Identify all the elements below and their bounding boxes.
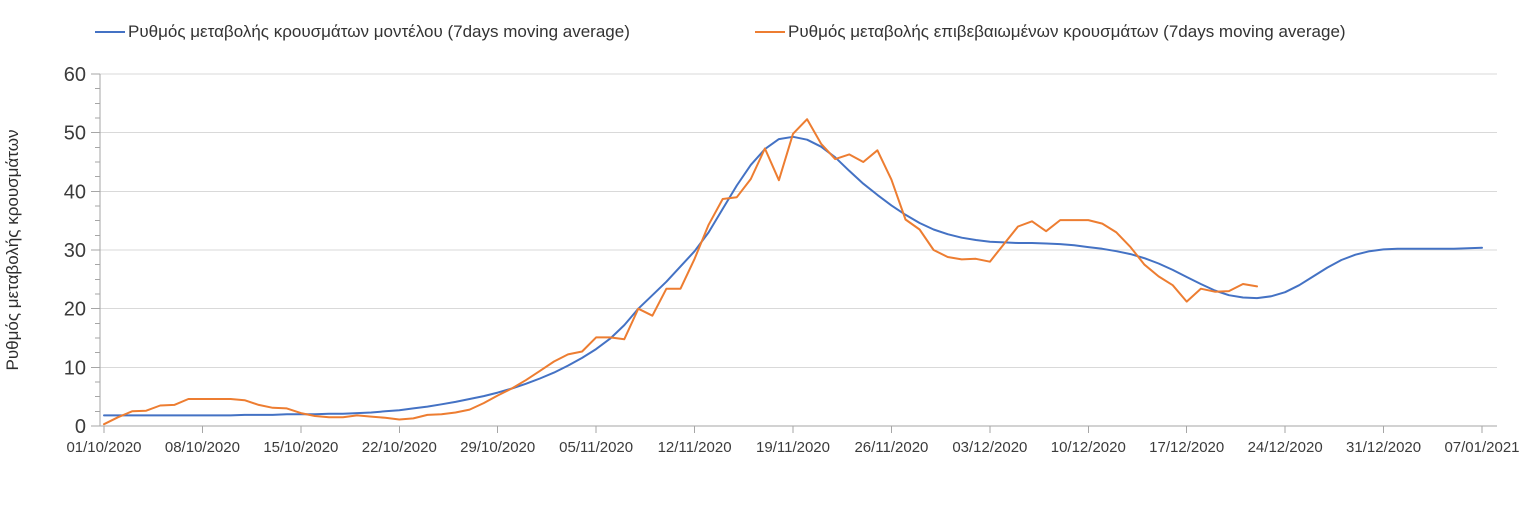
x-tick-label: 12/11/2020 — [658, 439, 732, 456]
x-tick-label: 08/10/2020 — [165, 439, 240, 456]
legend-line-swatch-confirmed — [755, 31, 785, 33]
x-tick-label: 26/11/2020 — [854, 439, 928, 456]
legend-label-confirmed: Ρυθμός μεταβολής επιβεβαιωμένων κρουσμάτ… — [788, 22, 1346, 41]
x-tick-label: 22/10/2020 — [362, 439, 437, 456]
x-tick-label: 29/10/2020 — [460, 439, 535, 456]
x-tick-label: 07/01/2021 — [1444, 439, 1519, 456]
x-tick-label: 10/12/2020 — [1051, 439, 1126, 456]
x-tick-label: 15/10/2020 — [263, 439, 338, 456]
legend-label-model: Ρυθμός μεταβολής κρουσμάτων μοντέλου (7d… — [128, 22, 630, 41]
y-tick-label: 10 — [64, 357, 86, 379]
series-line-model — [103, 135, 1483, 417]
y-tick-label: 60 — [64, 64, 86, 86]
legend-item-confirmed: Ρυθμός μεταβολής επιβεβαιωμένων κρουσμάτ… — [755, 22, 1346, 42]
y-axis-title: Ρυθμός μεταβολής κρουσμάτων — [3, 130, 22, 371]
x-tick-label: 24/12/2020 — [1248, 439, 1323, 456]
x-tick-label: 31/12/2020 — [1346, 439, 1421, 456]
x-tick-label: 01/10/2020 — [66, 439, 141, 456]
legend-line-swatch-model — [95, 31, 125, 33]
y-tick-label: 20 — [64, 299, 86, 321]
legend-item-model: Ρυθμός μεταβολής κρουσμάτων μοντέλου (7d… — [95, 22, 630, 42]
series-line-confirmed — [103, 118, 1258, 426]
x-tick-label: 03/12/2020 — [952, 439, 1027, 456]
y-tick-label: 30 — [64, 240, 86, 262]
x-tick-label: 05/11/2020 — [559, 439, 633, 456]
x-tick-label: 19/11/2020 — [756, 439, 830, 456]
y-tick-label: 40 — [64, 181, 86, 203]
x-tick-label: 17/12/2020 — [1149, 439, 1224, 456]
y-tick-label: 50 — [64, 123, 86, 145]
y-tick-label: 0 — [75, 416, 86, 438]
